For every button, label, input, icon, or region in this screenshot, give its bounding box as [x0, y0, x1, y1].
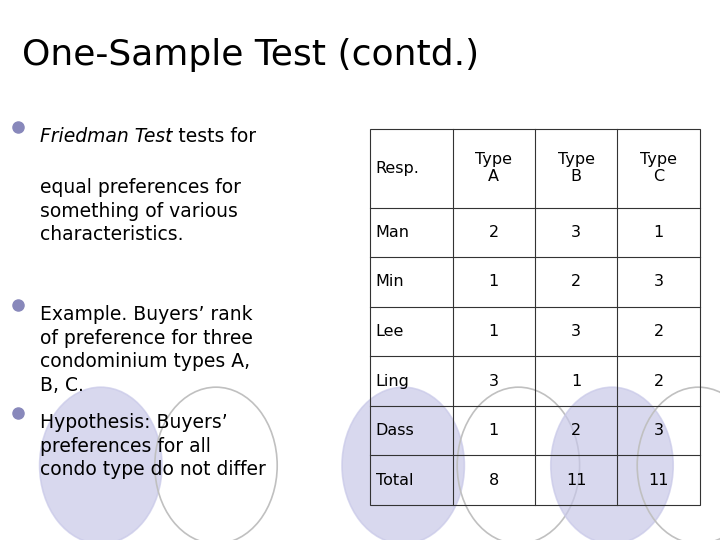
Ellipse shape — [551, 387, 673, 540]
Text: Type
B: Type B — [558, 152, 595, 184]
Text: Hypothesis: Buyers’
preferences for all
condo type do not differ: Hypothesis: Buyers’ preferences for all … — [40, 413, 266, 479]
Text: 1: 1 — [489, 423, 499, 438]
Text: 1: 1 — [571, 374, 581, 388]
Text: Ling: Ling — [376, 374, 410, 388]
Text: Min: Min — [376, 274, 405, 289]
Text: 3: 3 — [654, 423, 664, 438]
Text: : tests for: : tests for — [166, 127, 256, 146]
Text: 3: 3 — [571, 225, 581, 240]
Text: 11: 11 — [649, 472, 669, 488]
Text: Lee: Lee — [376, 324, 404, 339]
Text: 3: 3 — [571, 324, 581, 339]
Text: 2: 2 — [489, 225, 499, 240]
Text: 1: 1 — [489, 274, 499, 289]
Text: 11: 11 — [566, 472, 586, 488]
Text: 8: 8 — [489, 472, 499, 488]
Bar — [370, 129, 700, 505]
Text: equal preferences for
something of various
characteristics.: equal preferences for something of vario… — [40, 178, 240, 244]
Text: 2: 2 — [654, 374, 664, 388]
Text: 2: 2 — [571, 274, 581, 289]
Text: Dass: Dass — [376, 423, 415, 438]
Text: 2: 2 — [571, 423, 581, 438]
Text: Type
C: Type C — [640, 152, 677, 184]
Text: Example. Buyers’ rank
of preference for three
condominium types A,
B, C.: Example. Buyers’ rank of preference for … — [40, 305, 253, 395]
Text: 2: 2 — [654, 324, 664, 339]
Text: Resp.: Resp. — [376, 160, 420, 176]
Text: Type
A: Type A — [475, 152, 512, 184]
Text: 3: 3 — [489, 374, 499, 388]
Text: 1: 1 — [654, 225, 664, 240]
Ellipse shape — [40, 387, 162, 540]
Text: Friedman Test: Friedman Test — [40, 127, 172, 146]
Text: One-Sample Test (contd.): One-Sample Test (contd.) — [22, 38, 479, 72]
Text: Man: Man — [376, 225, 410, 240]
Text: 3: 3 — [654, 274, 664, 289]
Text: 1: 1 — [489, 324, 499, 339]
Ellipse shape — [342, 387, 464, 540]
Text: Total: Total — [376, 472, 413, 488]
